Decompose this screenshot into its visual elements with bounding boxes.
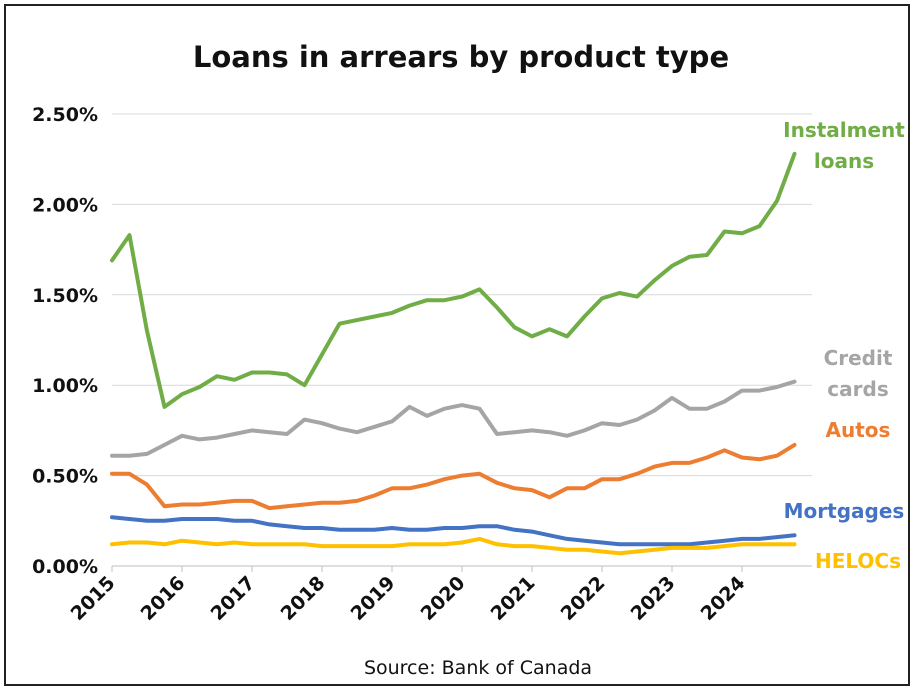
gridlines [112, 113, 812, 567]
chart-title: Loans in arrears by product type [193, 40, 729, 74]
y-tick-label: 2.50% [32, 104, 98, 126]
source-note: Source: Bank of Canada [364, 657, 592, 679]
x-tick-label: 2022 [557, 572, 610, 625]
y-tick-label: 1.00% [32, 375, 98, 397]
x-tick-label: 2023 [627, 572, 680, 625]
y-axis-ticks: 0.00% 0.50% 1.00% 1.50% 2.00% 2.50% [32, 104, 98, 578]
series-labels: Instalment loans Credit cards Autos Mortgages… [783, 118, 905, 573]
x-tick-label: 2021 [487, 572, 540, 625]
series-line-credit-cards [110, 379, 797, 458]
x-tick-label: 2019 [347, 572, 400, 625]
x-axis-ticks: 2015 2016 2017 2018 2019 2020 2021 2022 2023 2024 [67, 566, 750, 625]
chart-frame: Loans in arrears by product type 0.00% 0.… [4, 4, 910, 686]
y-tick-label: 2.00% [32, 194, 98, 216]
x-tick-label: 2024 [697, 572, 750, 625]
y-tick-label: 0.50% [32, 466, 98, 488]
series-label-instalment-loans: Instalment loans [783, 118, 905, 173]
x-tick-label: 2018 [277, 572, 330, 625]
series-line-helocs [110, 536, 797, 556]
series-label-credit-cards: Credit cards [824, 346, 893, 401]
series-label-autos: Autos [826, 418, 891, 442]
x-tick-label: 2015 [67, 572, 120, 625]
line-chart: Loans in arrears by product type 0.00%0.… [32, 40, 905, 679]
series-label-mortgages: Mortgages [784, 499, 905, 523]
series-lines [110, 151, 797, 556]
x-tick-label: 2020 [417, 572, 470, 625]
x-tick-label: 2016 [137, 572, 190, 625]
series-line-autos [110, 442, 797, 511]
x-tick-label: 2017 [207, 572, 260, 625]
y-tick-label: 0.00% [32, 556, 98, 578]
series-line-instalment-loans [110, 151, 797, 409]
series-line-mortgages [110, 515, 797, 547]
y-tick-label: 1.50% [32, 285, 98, 307]
series-label-helocs: HELOCs [815, 549, 901, 573]
